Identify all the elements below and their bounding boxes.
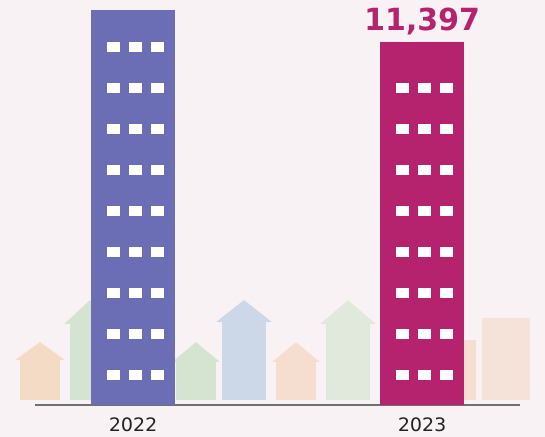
window <box>107 370 120 380</box>
window <box>151 165 164 175</box>
window <box>418 83 431 93</box>
window <box>440 329 453 339</box>
window <box>129 83 142 93</box>
window <box>129 247 142 257</box>
window <box>151 329 164 339</box>
window <box>129 124 142 134</box>
window <box>396 206 409 216</box>
window <box>418 247 431 257</box>
window <box>107 124 120 134</box>
window <box>107 83 120 93</box>
window <box>151 124 164 134</box>
window <box>151 247 164 257</box>
window <box>107 206 120 216</box>
x-tick-label: 2022 <box>109 414 157 436</box>
window <box>396 124 409 134</box>
window <box>396 247 409 257</box>
window <box>440 165 453 175</box>
window <box>396 165 409 175</box>
window <box>151 206 164 216</box>
window <box>396 83 409 93</box>
window <box>396 288 409 298</box>
window <box>440 206 453 216</box>
window <box>151 83 164 93</box>
window <box>440 247 453 257</box>
window <box>418 288 431 298</box>
window <box>151 288 164 298</box>
window <box>107 165 120 175</box>
value-label: 11,397 <box>364 3 480 38</box>
window <box>107 329 120 339</box>
window <box>396 370 409 380</box>
window <box>418 165 431 175</box>
window <box>129 329 142 339</box>
window <box>440 124 453 134</box>
window <box>129 42 142 52</box>
window <box>151 370 164 380</box>
window <box>107 42 120 52</box>
window <box>418 329 431 339</box>
window <box>440 370 453 380</box>
window <box>129 206 142 216</box>
window <box>151 42 164 52</box>
window <box>396 329 409 339</box>
window <box>129 165 142 175</box>
window <box>418 206 431 216</box>
window <box>440 83 453 93</box>
window <box>107 247 120 257</box>
window <box>129 370 142 380</box>
window <box>418 370 431 380</box>
x-tick-label: 2023 <box>398 414 446 436</box>
window <box>129 288 142 298</box>
window <box>440 288 453 298</box>
window <box>107 288 120 298</box>
houses <box>15 300 530 400</box>
bar <box>380 41 464 405</box>
window <box>418 124 431 134</box>
